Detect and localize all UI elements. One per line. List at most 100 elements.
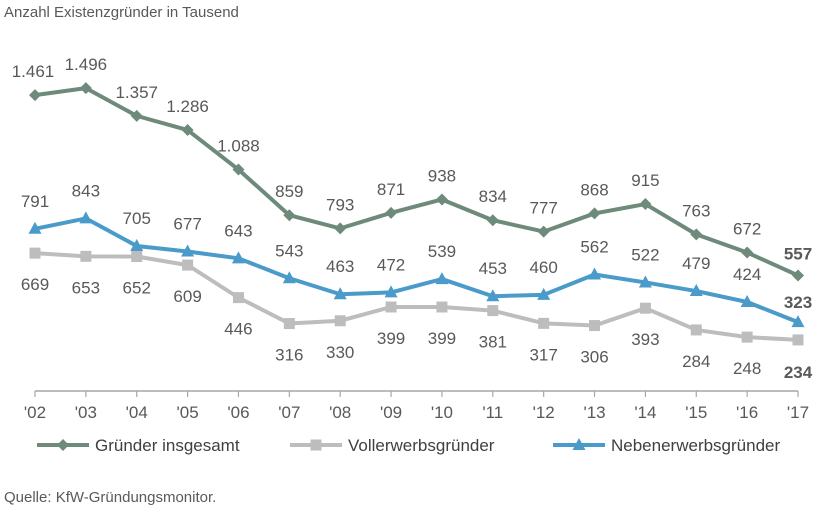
- data-label: 871: [377, 180, 405, 199]
- data-point: [231, 251, 245, 264]
- data-point: [131, 251, 143, 263]
- data-point: [283, 318, 295, 330]
- data-label: 393: [631, 330, 659, 349]
- data-point: [334, 222, 347, 235]
- data-label: 453: [479, 259, 507, 278]
- data-label: 915: [631, 171, 659, 190]
- data-point: [80, 250, 92, 262]
- legend-entry: Nebenerwerbsgründer: [611, 436, 780, 455]
- data-point: [130, 238, 144, 251]
- data-label: 463: [326, 257, 354, 276]
- data-label: 323: [784, 293, 812, 312]
- legend-marker: [57, 439, 69, 451]
- data-point: [283, 209, 296, 222]
- data-label: 399: [428, 329, 456, 348]
- data-label: 791: [21, 192, 49, 211]
- data-label: 539: [428, 242, 456, 261]
- series-markers: [28, 82, 805, 346]
- x-tick-label: '12: [533, 403, 555, 422]
- data-point: [282, 271, 296, 284]
- data-label: 479: [682, 254, 710, 273]
- data-label: 1.496: [65, 55, 108, 74]
- data-label: 1.286: [166, 97, 209, 116]
- data-label: 672: [733, 220, 761, 239]
- data-point: [79, 82, 92, 95]
- data-label: 248: [733, 359, 761, 378]
- data-label: 859: [275, 182, 303, 201]
- data-point: [79, 211, 93, 224]
- data-label: 522: [631, 245, 659, 264]
- data-point: [486, 214, 499, 227]
- data-point: [639, 302, 651, 314]
- data-point: [435, 272, 449, 285]
- data-point: [588, 267, 602, 280]
- data-point: [740, 295, 754, 308]
- data-labels: 1.461 1.496 1.357 1.286 1.088 859 793 871 938 834…: [12, 55, 813, 382]
- x-tick-label: '13: [583, 403, 605, 422]
- data-label: 284: [682, 352, 710, 371]
- data-label: 793: [326, 195, 354, 214]
- data-label: 653: [72, 278, 100, 297]
- legend: Gründer insgesamt Vollerwerbsgründer Neben…: [37, 436, 780, 455]
- data-point: [689, 284, 703, 297]
- data-label: 1.461: [12, 62, 55, 81]
- data-label: 834: [479, 187, 507, 206]
- data-point: [232, 163, 245, 176]
- data-point: [537, 287, 551, 300]
- legend-marker: [572, 438, 586, 450]
- data-label: 609: [173, 287, 201, 306]
- data-point: [487, 305, 499, 317]
- series-line-3: [34, 216, 799, 325]
- series-line-2: [34, 251, 799, 342]
- data-label: 472: [377, 255, 405, 274]
- data-point: [130, 109, 143, 122]
- data-point: [29, 89, 41, 102]
- data-label: 652: [123, 279, 151, 298]
- data-point: [741, 331, 753, 343]
- x-tick-label: '08: [329, 403, 351, 422]
- legend-entry: Vollerwerbsgründer: [348, 436, 495, 455]
- data-label: 399: [377, 329, 405, 348]
- x-tick-label: '02: [24, 403, 46, 422]
- data-point: [588, 207, 601, 220]
- data-point: [537, 225, 550, 238]
- x-tick-label: '15: [685, 403, 707, 422]
- data-label: 234: [784, 363, 813, 382]
- data-point: [385, 206, 398, 219]
- data-point: [384, 285, 398, 298]
- data-label: 562: [580, 237, 608, 256]
- data-point: [385, 301, 397, 313]
- data-label: 763: [682, 201, 710, 220]
- data-point: [690, 228, 703, 241]
- data-point: [792, 269, 804, 282]
- x-tick-label: '11: [482, 403, 503, 422]
- series-lines: [34, 86, 799, 342]
- data-label: 643: [224, 221, 252, 240]
- data-point: [791, 315, 805, 328]
- data-point: [29, 247, 41, 259]
- data-label: 843: [72, 181, 100, 200]
- data-point: [792, 334, 804, 346]
- legend-marker: [310, 439, 322, 451]
- source-note: Quelle: KfW-Gründungsmonitor.: [4, 489, 217, 506]
- x-axis: '02 '03 '04 '05 '06 '07 '08 '09 '10 '11 '12 '13 '14 '…: [24, 390, 809, 422]
- data-label: 868: [580, 180, 608, 199]
- chart-title: Anzahl Existenzgründer in Tausend: [4, 4, 239, 21]
- x-tick-label: '03: [75, 403, 97, 422]
- x-tick-label: '05: [177, 403, 199, 422]
- x-tick-label: '07: [278, 403, 300, 422]
- data-point: [436, 301, 448, 313]
- data-label: 446: [224, 320, 252, 339]
- data-label: 306: [580, 348, 608, 367]
- data-point: [486, 289, 500, 302]
- x-tick-label: '09: [380, 403, 402, 422]
- series-line-1: [34, 86, 799, 278]
- data-point: [181, 124, 194, 137]
- x-tick-label: '16: [736, 403, 758, 422]
- data-point: [435, 193, 448, 206]
- x-tick-label: '10: [431, 403, 453, 422]
- data-label: 705: [123, 209, 151, 228]
- data-label: 557: [784, 244, 812, 263]
- data-label: 1.357: [115, 83, 158, 102]
